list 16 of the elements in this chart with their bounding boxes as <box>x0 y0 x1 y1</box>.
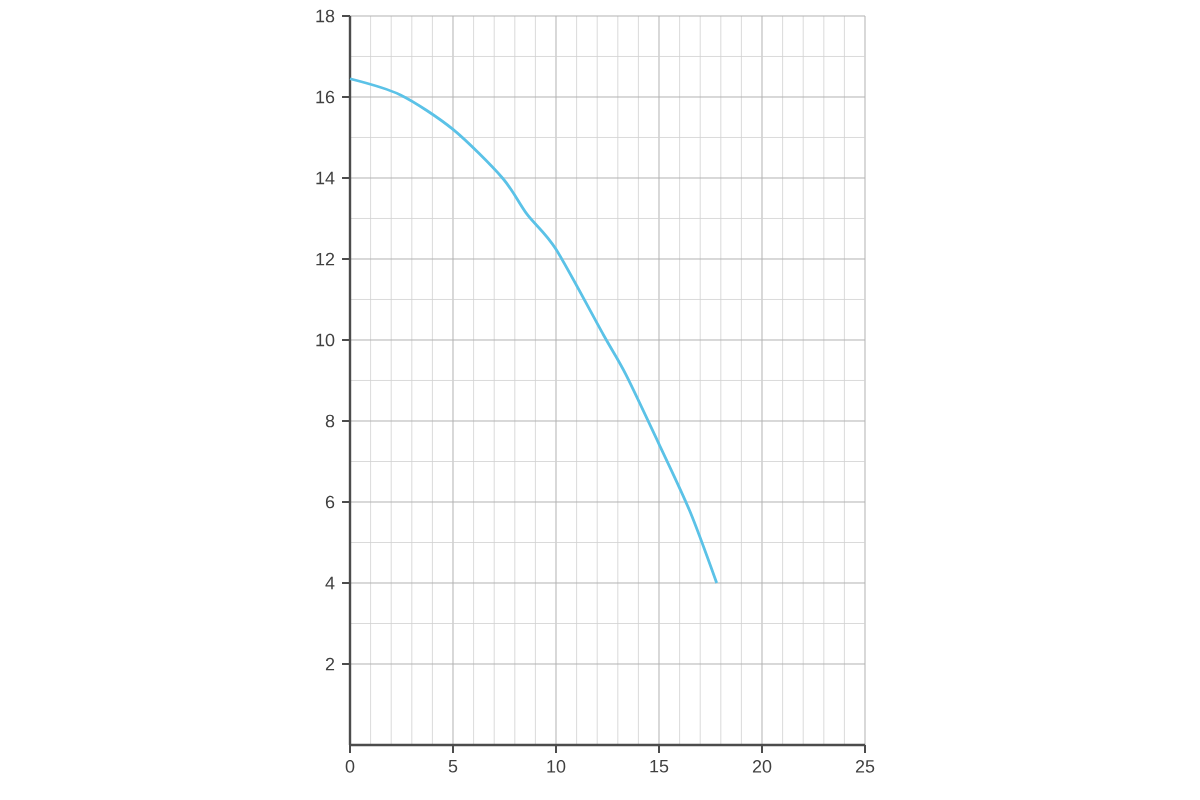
y-tick-label: 8 <box>325 414 335 428</box>
x-tick-label: 20 <box>752 760 772 773</box>
y-tick-label: 10 <box>316 333 335 347</box>
y-tick-label: 2 <box>325 657 335 671</box>
y-tick-label: 6 <box>325 495 335 509</box>
y-tick-label: 14 <box>316 171 335 185</box>
x-tick-label: 25 <box>855 760 875 773</box>
y-tick-label: 4 <box>325 576 335 590</box>
x-tick-label: 10 <box>547 760 566 773</box>
y-tick-label: 16 <box>316 90 335 104</box>
y-tick-label: 18 <box>316 9 335 23</box>
line-series <box>348 77 719 585</box>
x-tick-label: 0 <box>345 760 355 773</box>
x-tick-label: 15 <box>650 760 669 773</box>
y-tick-label: 12 <box>316 252 335 266</box>
x-tick-label: 5 <box>448 760 458 773</box>
